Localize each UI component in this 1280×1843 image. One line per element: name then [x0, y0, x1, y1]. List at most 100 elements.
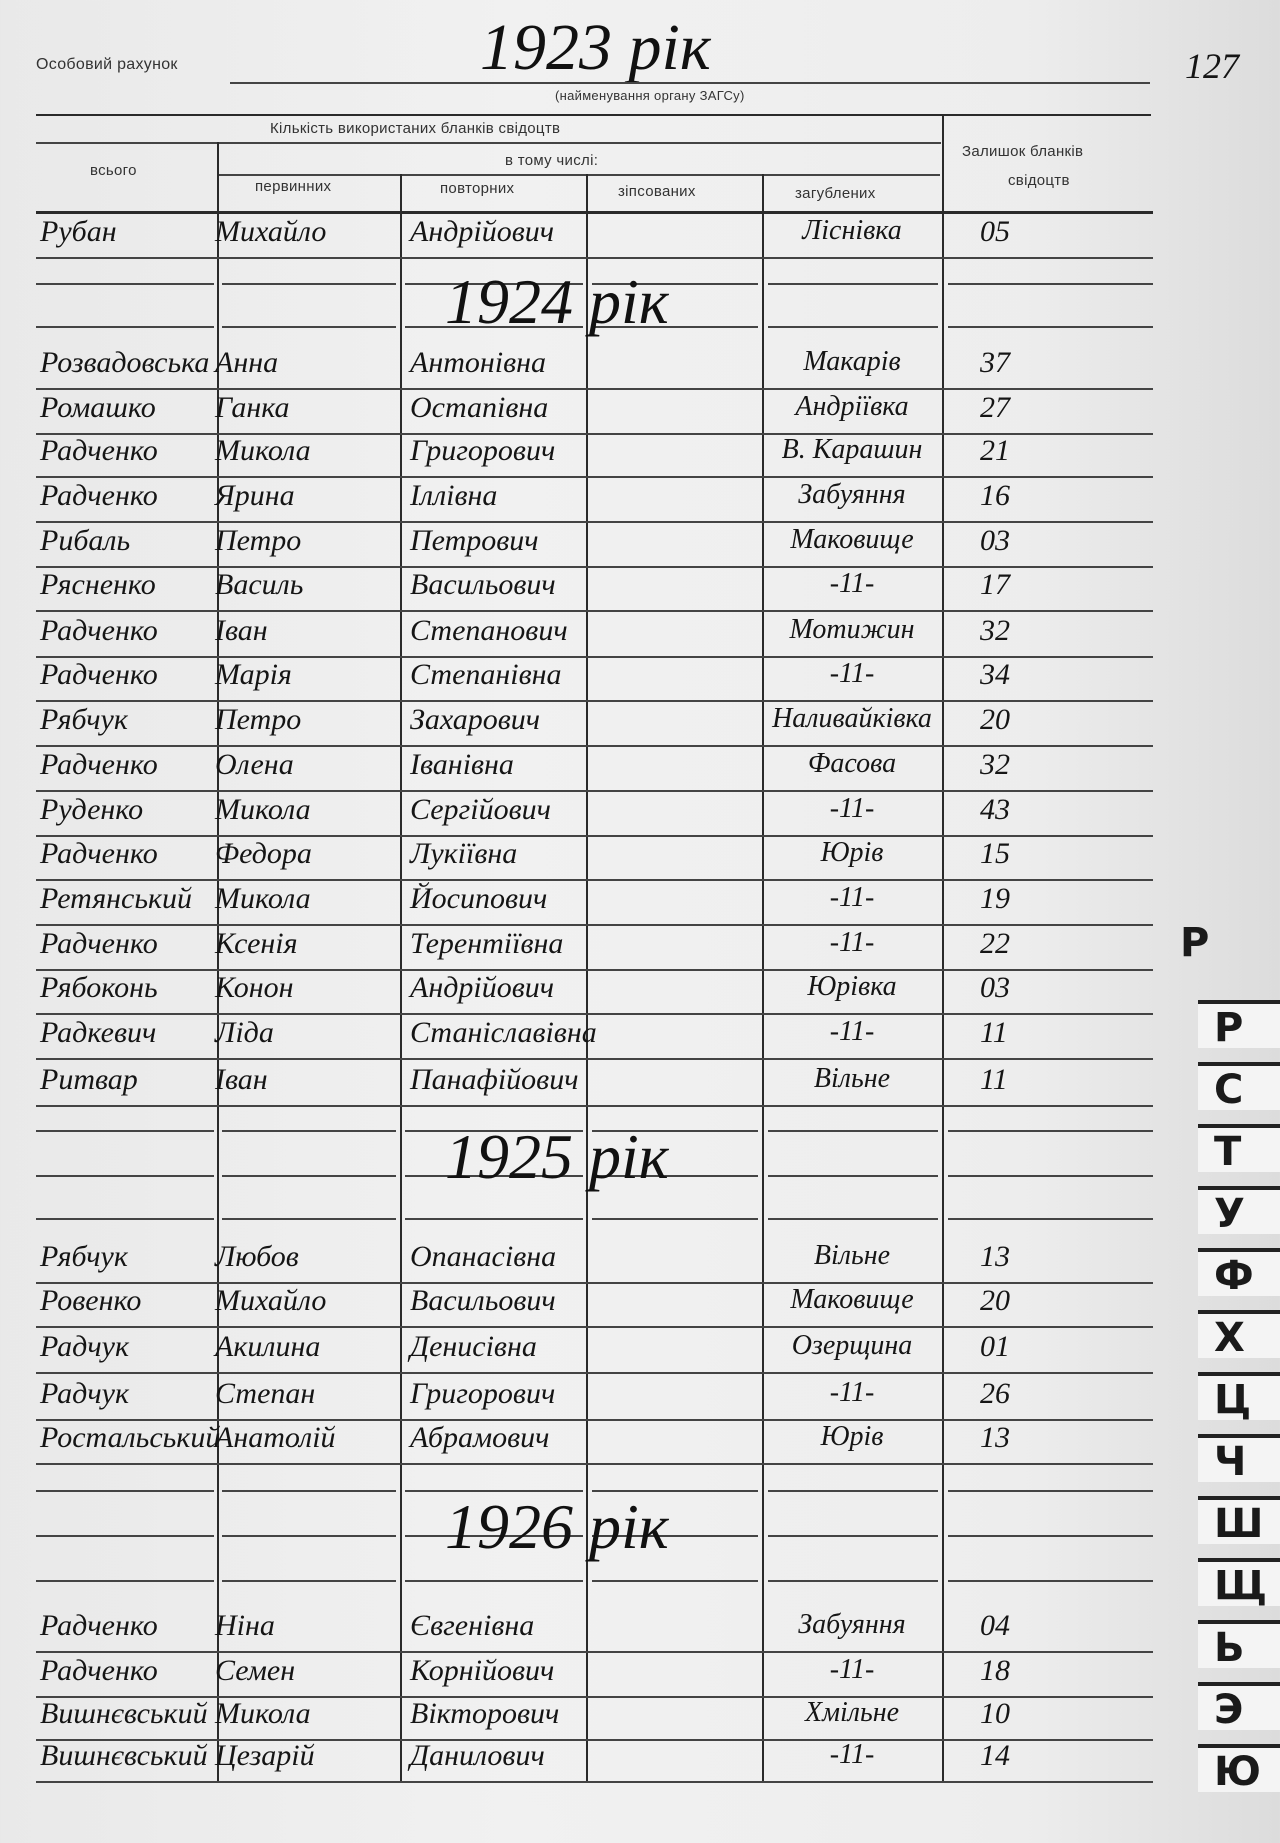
- surname: Ромашко: [40, 391, 156, 424]
- index-tab[interactable]: Ь: [1198, 1620, 1280, 1671]
- index-tab[interactable]: Ч: [1198, 1434, 1280, 1485]
- first-name: Михайло: [215, 1284, 327, 1317]
- surname: Радченко: [40, 927, 158, 960]
- col-spoiled: зіпсованих: [618, 183, 696, 200]
- surname: Рябчук: [40, 1240, 128, 1273]
- patronymic: Григорович: [410, 434, 556, 467]
- ruled-line: [36, 1463, 1153, 1465]
- surname: Радкевич: [40, 1016, 157, 1049]
- remaining-number: 14: [980, 1739, 1010, 1772]
- ruled-line: [405, 283, 583, 285]
- place: Хмільне: [804, 1697, 900, 1728]
- remaining-number: 13: [980, 1240, 1010, 1273]
- remaining-number: 16: [980, 479, 1010, 512]
- patronymic: Корнійович: [410, 1654, 555, 1687]
- place: -11-: [829, 1016, 875, 1047]
- col-lost: загублених: [795, 185, 876, 202]
- column-divider: [586, 174, 588, 1782]
- first-name: Цезарій: [215, 1739, 315, 1772]
- surname: Вишнєвський: [40, 1697, 208, 1730]
- patronymic: Григорович: [410, 1377, 556, 1410]
- first-name: Акилина: [215, 1330, 321, 1363]
- column-divider: [942, 114, 944, 1782]
- ruled-line: [948, 1490, 1153, 1492]
- index-tab[interactable]: Э: [1198, 1682, 1280, 1733]
- surname: Радченко: [40, 837, 158, 870]
- first-name: Ярина: [215, 479, 295, 512]
- patronymic: Васильович: [410, 568, 556, 601]
- ruled-line: [768, 1175, 938, 1177]
- account-line: [230, 82, 1150, 84]
- remaining-number: 26: [980, 1377, 1010, 1410]
- account-label: Особовий рахунок: [36, 56, 178, 73]
- header-bottom-rule: [36, 211, 1153, 214]
- patronymic: Станіславівна: [410, 1016, 597, 1049]
- ruled-line: [768, 1490, 938, 1492]
- first-name: Ганка: [215, 391, 290, 424]
- index-tab[interactable]: Щ: [1198, 1558, 1280, 1609]
- patronymic: Петрович: [410, 524, 539, 557]
- ruled-line: [36, 1696, 1153, 1698]
- ruled-line: [36, 1175, 214, 1177]
- place: Юрівка: [807, 971, 897, 1002]
- index-tab[interactable]: Ю: [1198, 1744, 1280, 1795]
- remaining-number: 05: [980, 215, 1010, 248]
- place: Ліснівка: [802, 215, 902, 246]
- place: Макарів: [803, 346, 901, 377]
- ruled-line: [36, 1282, 1153, 1284]
- remaining-number: 11: [980, 1063, 1008, 1096]
- ruled-line: [592, 1535, 758, 1537]
- index-tab[interactable]: Ф: [1198, 1248, 1280, 1299]
- patronymic: Андрійович: [410, 971, 555, 1004]
- rule: [36, 142, 941, 144]
- first-name: Петро: [215, 703, 302, 736]
- surname: Ровенко: [40, 1284, 142, 1317]
- page-number: 127: [1185, 46, 1239, 86]
- ruled-line: [222, 283, 396, 285]
- remaining-number: 15: [980, 837, 1010, 870]
- ruled-line: [36, 969, 1153, 971]
- index-tab[interactable]: У: [1198, 1186, 1280, 1237]
- patronymic: Остапівна: [410, 391, 549, 424]
- patronymic: Степанович: [410, 614, 568, 647]
- authority-caption: (найменування органу ЗАГСу): [555, 88, 745, 103]
- index-tab[interactable]: Ц: [1198, 1372, 1280, 1423]
- ruled-line: [592, 326, 758, 328]
- index-tab[interactable]: Х: [1198, 1310, 1280, 1361]
- ruled-line: [222, 326, 396, 328]
- index-tab[interactable]: Т: [1198, 1124, 1280, 1175]
- ruled-line: [222, 1218, 396, 1220]
- ruled-line: [36, 326, 214, 328]
- surname: Рясненко: [40, 568, 156, 601]
- place: Озерщина: [791, 1330, 913, 1361]
- ruled-line: [405, 1490, 583, 1492]
- place: Маковище: [790, 1284, 914, 1315]
- place: -11-: [829, 1654, 875, 1685]
- ruled-line: [222, 1580, 396, 1582]
- ruled-line: [36, 433, 1153, 435]
- header-rule: [36, 114, 1151, 116]
- index-tab[interactable]: Р: [1198, 1000, 1280, 1051]
- place: Юрів: [820, 837, 884, 868]
- index-tab[interactable]: Ш: [1198, 1496, 1280, 1547]
- ruled-line: [36, 388, 1153, 390]
- first-name: Ліда: [215, 1016, 274, 1049]
- remaining-number: 01: [980, 1330, 1010, 1363]
- ruled-line: [36, 1739, 1153, 1741]
- first-name: Степан: [215, 1377, 316, 1410]
- first-name: Михайло: [215, 215, 327, 248]
- ruled-line: [948, 283, 1153, 285]
- surname: Розвадовська: [40, 346, 210, 379]
- first-name: Микола: [215, 434, 311, 467]
- place: Фасова: [807, 748, 897, 779]
- index-tab[interactable]: С: [1198, 1062, 1280, 1113]
- col-primary: первинних: [255, 178, 332, 195]
- year-heading: 1926 рік: [445, 1491, 669, 1562]
- patronymic: Степанівна: [410, 658, 562, 691]
- ruled-line: [222, 1130, 396, 1132]
- col-remaining-1: Залишок бланків: [962, 143, 1084, 160]
- ruled-line: [36, 1490, 214, 1492]
- first-name: Микола: [215, 882, 311, 915]
- ruled-line: [36, 566, 1153, 568]
- place: Забуяння: [798, 479, 906, 510]
